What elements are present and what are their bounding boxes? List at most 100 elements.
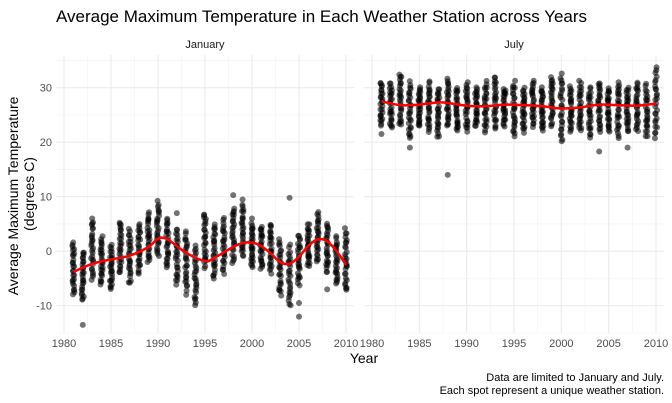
station-point xyxy=(396,71,403,78)
station-point xyxy=(182,235,189,242)
y-axis-title-line-1: Average Maximum Temperature xyxy=(5,96,21,295)
station-point xyxy=(191,294,198,301)
station-point xyxy=(118,240,125,247)
y-tick-label: 20 xyxy=(40,137,52,149)
station-point xyxy=(483,115,490,122)
y-tick-label: -10 xyxy=(36,301,52,313)
station-point xyxy=(558,102,565,109)
station-point xyxy=(276,236,283,243)
station-point xyxy=(615,79,622,86)
station-point xyxy=(211,230,218,237)
station-point xyxy=(239,196,246,203)
station-point xyxy=(559,118,566,125)
station-point xyxy=(530,77,537,84)
station-point xyxy=(201,246,208,253)
station-point xyxy=(127,277,134,284)
station-point xyxy=(145,209,152,216)
station-point xyxy=(164,215,171,222)
station-point xyxy=(492,74,499,81)
station-point xyxy=(136,221,143,228)
y-tick-label: 0 xyxy=(46,246,52,258)
station-point xyxy=(192,242,199,249)
station-point xyxy=(230,192,237,199)
station-point xyxy=(642,87,649,94)
trend-line-july xyxy=(381,100,657,110)
station-point xyxy=(566,83,573,90)
station-point xyxy=(258,223,265,230)
station-point xyxy=(277,270,284,277)
y-axis-title-line-2: (degrees C) xyxy=(21,157,37,231)
station-point xyxy=(183,262,190,269)
x-tick-label: 2005 xyxy=(596,338,620,350)
station-point xyxy=(587,131,594,138)
station-point xyxy=(426,78,433,85)
station-point xyxy=(173,226,180,233)
y-axis-tick-labels: -10 0 10 20 30 xyxy=(36,83,52,313)
station-point xyxy=(286,267,293,274)
station-point xyxy=(624,144,631,151)
y-tick-label: 10 xyxy=(40,192,52,204)
facet-panels: January July xyxy=(56,39,664,334)
station-point xyxy=(558,110,565,117)
station-point xyxy=(70,239,77,246)
chart-title: Average Maximum Temperature in Each Weat… xyxy=(56,7,587,26)
x-tick-label: 2000 xyxy=(240,338,264,350)
station-point xyxy=(567,96,574,103)
station-point xyxy=(248,220,255,227)
station-point xyxy=(135,234,142,241)
station-point xyxy=(378,131,385,138)
station-point xyxy=(576,77,583,84)
x-tick-label: 2005 xyxy=(287,338,311,350)
x-tick-label: 2010 xyxy=(644,338,668,350)
station-point xyxy=(239,201,246,208)
station-point xyxy=(324,220,331,227)
station-point xyxy=(333,233,340,240)
station-point xyxy=(296,313,302,320)
station-point xyxy=(341,225,348,232)
station-point xyxy=(578,84,585,91)
station-point xyxy=(116,219,123,226)
station-point xyxy=(249,215,255,222)
station-point xyxy=(540,119,547,126)
station-point xyxy=(653,64,660,71)
station-point xyxy=(558,85,565,92)
station-point xyxy=(89,230,96,237)
station-point xyxy=(483,77,490,84)
station-point xyxy=(267,228,274,235)
station-point xyxy=(343,285,349,292)
station-point xyxy=(520,129,527,136)
station-point xyxy=(406,134,413,141)
station-point xyxy=(653,91,660,98)
station-point xyxy=(464,79,471,86)
x-tick-label: 1980 xyxy=(360,338,384,350)
station-point xyxy=(324,286,331,293)
station-point xyxy=(315,209,322,216)
station-point xyxy=(386,80,393,87)
station-point xyxy=(201,226,208,233)
x-tick-label: 1995 xyxy=(193,338,217,350)
station-point xyxy=(135,241,142,248)
x-tick-label: 1990 xyxy=(454,338,478,350)
x-tick-label: 1995 xyxy=(502,338,526,350)
y-tick-label: 30 xyxy=(40,83,52,95)
x-tick-label: 1990 xyxy=(146,338,170,350)
station-point xyxy=(173,210,180,217)
station-point xyxy=(454,85,461,92)
panel-january: January xyxy=(56,39,354,334)
station-point xyxy=(202,239,209,246)
station-point xyxy=(558,70,565,77)
station-point xyxy=(341,270,348,277)
station-point xyxy=(492,122,499,129)
station-point xyxy=(644,133,651,140)
station-point xyxy=(587,84,594,91)
y-axis-title: Average Maximum Temperature (degrees C) xyxy=(5,93,37,296)
station-point xyxy=(221,215,228,222)
station-point xyxy=(596,148,603,155)
station-point xyxy=(295,232,302,239)
station-point xyxy=(125,225,132,232)
station-point xyxy=(521,84,528,91)
station-point xyxy=(211,221,218,228)
x-tick-label: 2010 xyxy=(334,338,358,350)
station-point xyxy=(634,79,641,86)
station-point xyxy=(444,171,451,178)
